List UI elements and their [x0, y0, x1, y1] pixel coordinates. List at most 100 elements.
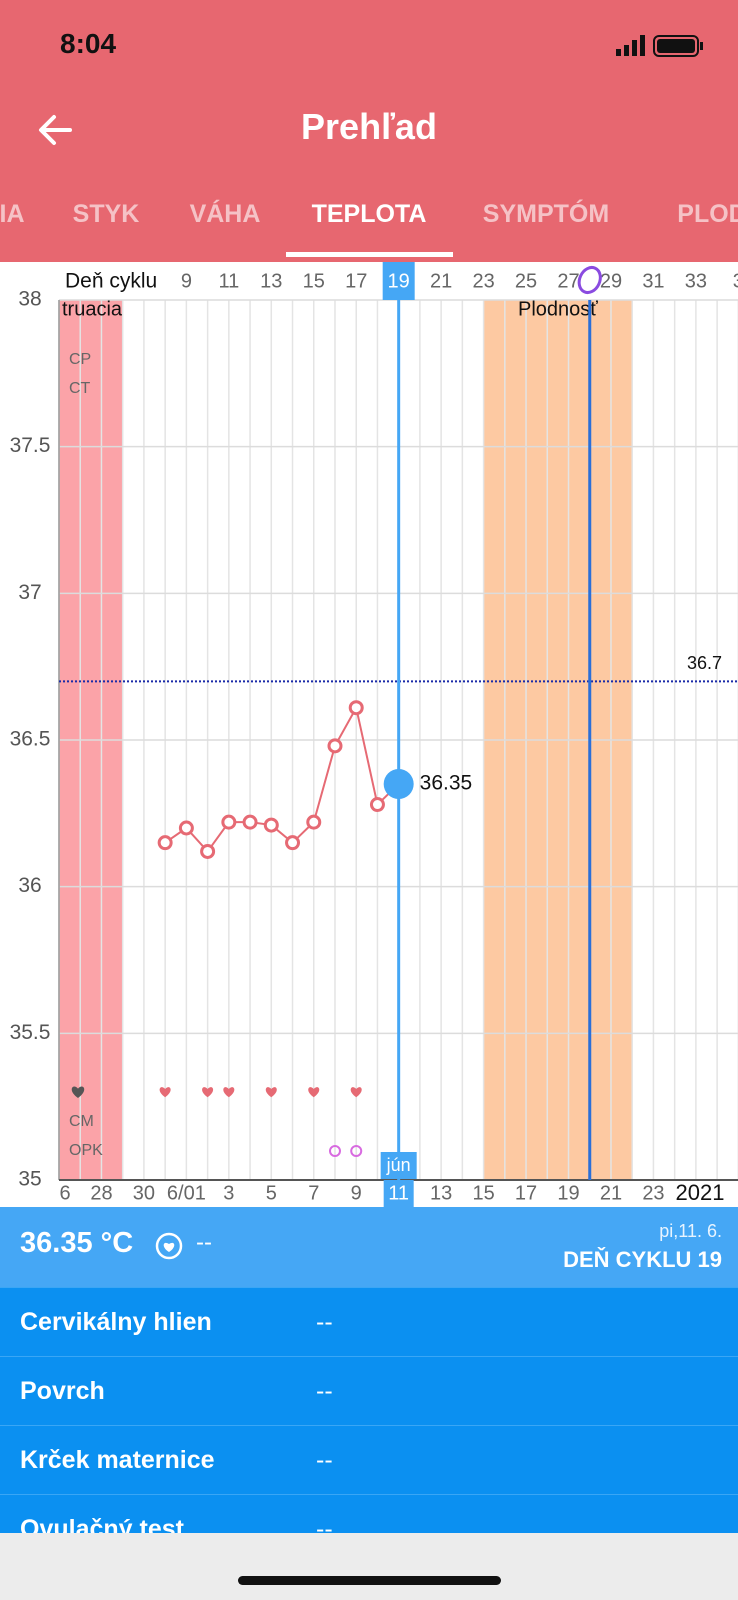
heart-icon	[155, 1232, 183, 1260]
temperature-point	[348, 700, 364, 716]
heart-row-icon	[71, 1086, 85, 1098]
temperature: 36.35 °C	[20, 1227, 134, 1259]
intercourse-heart	[265, 1087, 277, 1098]
x-tick-label: 13	[430, 1182, 452, 1204]
row-value: --	[316, 1377, 333, 1405]
home-indicator	[238, 1576, 501, 1585]
temperature-point	[306, 814, 322, 830]
y-tick-label: 36	[18, 874, 41, 897]
tab[interactable]: VÁHA	[189, 200, 261, 228]
temperature-point	[263, 817, 279, 833]
detail-row[interactable]: Cervikálny hlien --	[0, 1287, 738, 1356]
x-tick-label: 15	[472, 1182, 494, 1204]
x-tick-label: 3	[223, 1182, 234, 1204]
row-label: CT	[69, 380, 91, 397]
x-tick-label: 6/01	[167, 1182, 206, 1204]
x-tick-label: 11	[388, 1182, 409, 1204]
temperature-point	[157, 835, 173, 851]
top-tick-label: 29	[600, 270, 622, 292]
tab[interactable]: STYK	[72, 200, 140, 228]
top-tick-label: 11	[218, 270, 239, 292]
intercourse-heart	[202, 1087, 214, 1098]
top-tick-label: 23	[472, 270, 494, 292]
bottom-bar	[0, 1533, 738, 1600]
top-tick-label: 31	[642, 270, 664, 292]
row-label: OPK	[69, 1142, 103, 1159]
selected-point	[383, 769, 414, 799]
y-tick-label: 35.5	[10, 1021, 51, 1044]
selected-value-label: 36.35	[420, 772, 473, 795]
row-value: --	[316, 1308, 333, 1336]
opk-marker	[350, 1145, 363, 1157]
detail-row[interactable]: Povrch --	[0, 1356, 738, 1425]
date: pi,11. 6.	[659, 1221, 722, 1241]
row-label: CP	[69, 351, 91, 368]
year-box	[668, 1181, 738, 1207]
y-tick-label: 36.5	[10, 728, 51, 751]
intercourse-heart	[350, 1087, 362, 1098]
tab[interactable]: PLOD	[677, 200, 738, 228]
temperature-point	[327, 738, 343, 754]
intercourse-heart	[159, 1087, 171, 1098]
x-tick-label: 21	[600, 1182, 622, 1204]
phase-label: truacia	[62, 298, 123, 320]
phase-label: Plodnosť	[518, 298, 598, 320]
top-tick-label: 9	[181, 270, 192, 292]
top-tick-label: 21	[430, 270, 452, 292]
year-label: 2021	[676, 1180, 725, 1205]
temperature-note: --	[196, 1229, 212, 1256]
top-tick-label: 3	[733, 270, 738, 292]
opk-marker	[328, 1145, 341, 1157]
top-tick-label: 15	[303, 270, 325, 292]
cycle-day: DEŇ CYKLU 19	[563, 1247, 722, 1272]
temperature-line	[164, 704, 400, 854]
intercourse-heart	[308, 1087, 320, 1098]
top-tick-label: 33	[685, 270, 707, 292]
temperature-point	[178, 820, 194, 836]
intercourse-heart	[223, 1087, 235, 1098]
row-label: CM	[69, 1113, 94, 1130]
tab-active[interactable]: TEPLOTA	[311, 200, 427, 228]
y-tick-label: 35	[18, 1168, 41, 1191]
x-tick-label: 28	[90, 1182, 112, 1204]
x-axis-title: Deň cyklu	[65, 270, 157, 293]
y-tick-label: 37.5	[10, 434, 51, 457]
ovulation-marker	[577, 265, 602, 295]
x-tick-label: 19	[557, 1182, 579, 1204]
tab-indicator	[286, 252, 453, 257]
top-tick-label: 17	[345, 270, 367, 292]
status-time: 8:04	[60, 28, 117, 59]
month-label: jún	[386, 1155, 411, 1175]
x-tick-label: 5	[266, 1182, 277, 1204]
month-box	[380, 1152, 417, 1179]
temperature-point	[285, 835, 301, 851]
x-tick-label: 17	[515, 1182, 537, 1204]
top-tick-label: 27	[557, 270, 579, 292]
top-tick-label: 13	[260, 270, 282, 292]
x-tick-label: 9	[351, 1182, 362, 1204]
row-value: --	[316, 1446, 333, 1474]
detail-row[interactable]: Krček maternice --	[0, 1425, 738, 1494]
header: 8:04 Prehľad IA STYK VÁHA TEPLOTA SYMPTÓ…	[0, 0, 738, 262]
row-label: Krček maternice	[20, 1446, 215, 1474]
tab[interactable]: SYMPTÓM	[482, 200, 610, 228]
summary-bar: 36.35 °C -- pi,11. 6. DEŇ CYKLU 19	[0, 1207, 738, 1287]
temperature-point	[369, 797, 385, 813]
back-button[interactable]	[36, 112, 76, 148]
page-title: Prehľad	[301, 106, 437, 147]
selected-top-box	[382, 262, 415, 300]
top-tick-label: 19	[388, 270, 410, 292]
coverline-label: 36.7	[687, 653, 722, 673]
row-label: Cervikálny hlien	[20, 1308, 212, 1336]
tab[interactable]: IA	[0, 200, 25, 228]
temperature-point	[242, 814, 258, 830]
y-tick-label: 38	[18, 288, 41, 311]
x-tick-label: 6	[59, 1182, 70, 1204]
x-tick-label: 23	[642, 1182, 664, 1204]
temperature-point	[200, 843, 216, 859]
selected-bottom-box	[383, 1180, 414, 1207]
x-tick-label: 7	[308, 1182, 319, 1204]
y-tick-label: 37	[18, 581, 41, 604]
